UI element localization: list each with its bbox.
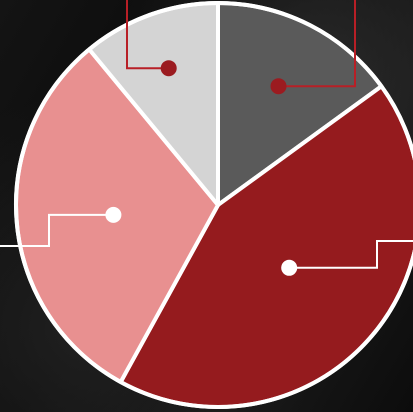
leader-line-2: [289, 240, 413, 269]
pie-slices: [14, 1, 413, 409]
leader-line-3: [0, 213, 114, 247]
leader-line-4: [126, 0, 169, 70]
leader-marker-1: [270, 78, 287, 95]
leader-line-1: [278, 0, 356, 88]
pie-outline: [14, 1, 413, 409]
leader-marker-4: [160, 60, 177, 77]
leader-marker-3: [105, 206, 122, 223]
pie-leaders: [0, 0, 413, 276]
leader-marker-2: [281, 259, 298, 276]
